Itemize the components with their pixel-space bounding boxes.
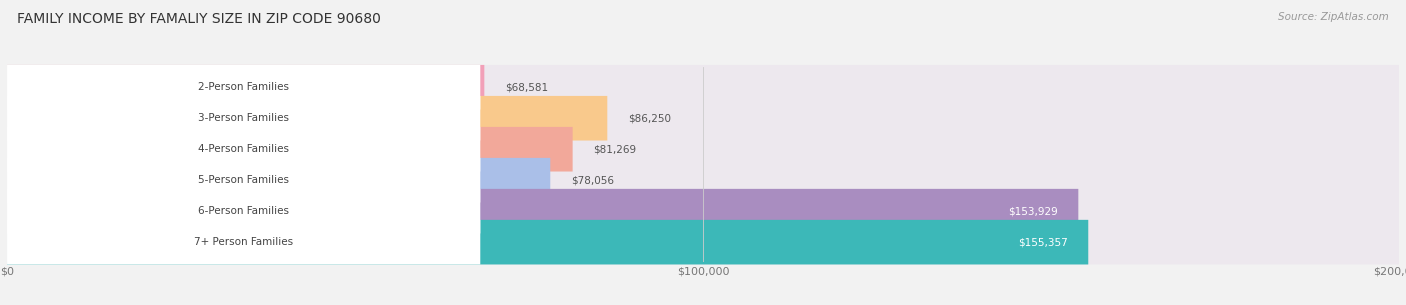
Text: $78,056: $78,056 (571, 175, 614, 185)
FancyBboxPatch shape (7, 189, 1078, 234)
FancyBboxPatch shape (7, 96, 1399, 141)
FancyBboxPatch shape (7, 65, 1399, 109)
FancyBboxPatch shape (7, 96, 481, 141)
Text: 3-Person Families: 3-Person Families (198, 113, 290, 123)
Text: $68,581: $68,581 (505, 82, 548, 92)
FancyBboxPatch shape (7, 220, 1088, 264)
FancyBboxPatch shape (7, 220, 1399, 264)
FancyBboxPatch shape (7, 96, 607, 141)
Text: $153,929: $153,929 (1008, 206, 1057, 216)
FancyBboxPatch shape (7, 158, 550, 203)
FancyBboxPatch shape (7, 127, 1399, 171)
FancyBboxPatch shape (7, 127, 481, 171)
Text: FAMILY INCOME BY FAMALIY SIZE IN ZIP CODE 90680: FAMILY INCOME BY FAMALIY SIZE IN ZIP COD… (17, 12, 381, 26)
Text: $81,269: $81,269 (593, 144, 637, 154)
FancyBboxPatch shape (7, 65, 481, 109)
Text: 5-Person Families: 5-Person Families (198, 175, 290, 185)
Text: 6-Person Families: 6-Person Families (198, 206, 290, 216)
FancyBboxPatch shape (7, 127, 572, 171)
Text: 7+ Person Families: 7+ Person Families (194, 237, 294, 247)
Text: 4-Person Families: 4-Person Families (198, 144, 290, 154)
FancyBboxPatch shape (7, 158, 1399, 203)
FancyBboxPatch shape (7, 189, 1399, 234)
Text: Source: ZipAtlas.com: Source: ZipAtlas.com (1278, 12, 1389, 22)
Text: 2-Person Families: 2-Person Families (198, 82, 290, 92)
FancyBboxPatch shape (7, 189, 481, 234)
Text: $86,250: $86,250 (628, 113, 671, 123)
FancyBboxPatch shape (7, 65, 484, 109)
FancyBboxPatch shape (7, 158, 481, 203)
Text: $155,357: $155,357 (1018, 237, 1067, 247)
FancyBboxPatch shape (7, 220, 481, 264)
